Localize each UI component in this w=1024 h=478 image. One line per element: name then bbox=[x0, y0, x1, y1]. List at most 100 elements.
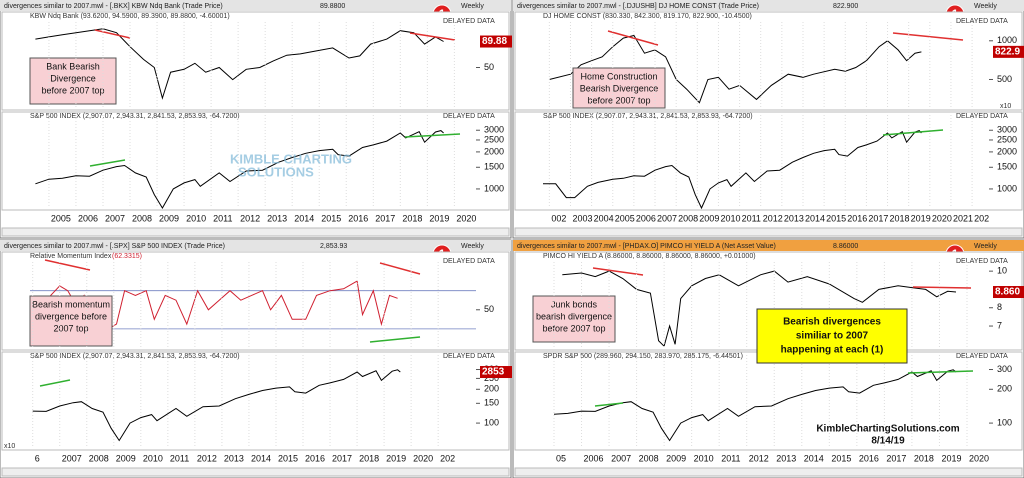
x-tick-label: 2011 bbox=[742, 213, 761, 223]
x-tick-label: 2005 bbox=[615, 213, 635, 223]
x-tick-label: 2008 bbox=[132, 213, 152, 223]
delayed-label: DELAYED DATA bbox=[443, 258, 495, 265]
pane-header: KBW Ndq Bank (93.6200, 94.5900, 89.3900,… bbox=[30, 13, 230, 20]
scroll-bar bbox=[1, 467, 510, 477]
price-line bbox=[543, 130, 922, 210]
x-tick-label: 2018 bbox=[402, 213, 422, 223]
pane bbox=[1, 111, 510, 211]
x-tick-label: 2011 bbox=[170, 453, 189, 463]
divergence-line bbox=[39, 379, 71, 387]
y-tick-label: 1500 bbox=[484, 162, 504, 172]
annotation-text: Home Construction bbox=[580, 71, 657, 81]
price-line bbox=[35, 130, 444, 209]
price-line bbox=[549, 34, 922, 104]
title-bar bbox=[0, 240, 511, 251]
x-tick-label: 2014 bbox=[804, 453, 824, 463]
last-price-label: 8.860 bbox=[995, 287, 1020, 298]
annotation-text: 2007 top bbox=[53, 323, 88, 333]
x-tick-label: 2019 bbox=[386, 453, 406, 463]
divergence-line bbox=[592, 267, 644, 276]
x-tick-label: 2009 bbox=[159, 213, 179, 223]
callout-text: happening at each (1) bbox=[781, 345, 884, 356]
x-tick-label: 2005 bbox=[51, 213, 71, 223]
callout-box bbox=[756, 308, 908, 364]
callout-text: Bearish divergences bbox=[783, 317, 881, 328]
divergence-line bbox=[892, 32, 964, 41]
y-tick-label: 10 bbox=[997, 266, 1007, 276]
x-tick-label: 2008 bbox=[89, 453, 109, 463]
x-tick-label: 2018 bbox=[359, 453, 379, 463]
y-tick-label: 1000 bbox=[997, 183, 1017, 193]
title-bar bbox=[513, 240, 1024, 251]
x-tick-label: 2017 bbox=[886, 453, 906, 463]
window-title: divergences similar to 2007.mwl - [PHDAX… bbox=[517, 243, 776, 250]
x-tick-label: 202 bbox=[974, 213, 989, 223]
x-tick-label: 2009 bbox=[116, 453, 136, 463]
x-tick-label: 2014 bbox=[251, 453, 271, 463]
y-tick-label: 100 bbox=[997, 417, 1012, 427]
annotation-text: Junk bonds bbox=[551, 299, 598, 309]
y-tick-label: 3000 bbox=[484, 125, 504, 135]
x-tick-label: 2014 bbox=[294, 213, 314, 223]
last-price-box bbox=[480, 366, 512, 379]
delayed-label: DELAYED DATA bbox=[443, 18, 495, 25]
x-tick-label: 2010 bbox=[694, 453, 714, 463]
x-tick-label: 2017 bbox=[868, 213, 888, 223]
x-tick-label: 6 bbox=[35, 453, 40, 463]
window-interval: Weekly bbox=[461, 3, 484, 10]
last-price-box bbox=[480, 35, 512, 48]
window-title: divergences similar to 2007.mwl - [.DJUS… bbox=[517, 3, 759, 10]
window-price: 2,853.93 bbox=[320, 243, 347, 250]
divergence-line bbox=[907, 370, 974, 374]
x-tick-label: 2015 bbox=[826, 213, 846, 223]
divergence-line bbox=[594, 402, 624, 407]
x-tick-label: 2015 bbox=[321, 213, 341, 223]
price-line bbox=[562, 270, 957, 348]
divergence-line bbox=[409, 32, 456, 41]
x-tick-label: 2016 bbox=[859, 453, 879, 463]
x-tick-label: 2013 bbox=[776, 453, 796, 463]
annotation-text: before 2007 top bbox=[587, 95, 650, 105]
chart-window: divergences similar to 2007.mwl - [.SPX]… bbox=[0, 239, 512, 478]
annotation-text: Divergence bbox=[50, 73, 96, 83]
x-tick-label: 2017 bbox=[332, 453, 352, 463]
footer-text: 8/14/19 bbox=[871, 436, 905, 447]
pane-header: SPDR S&P 500 (289.960, 294.150, 283.970,… bbox=[543, 353, 743, 360]
divergence-line bbox=[379, 262, 421, 275]
y-tick-label: 100 bbox=[484, 417, 499, 427]
last-price-label: 2853 bbox=[482, 367, 505, 378]
y-tick-label: 1500 bbox=[997, 162, 1017, 172]
x-tick-label: 2012 bbox=[749, 453, 769, 463]
x-tick-label: 2010 bbox=[143, 453, 163, 463]
title-bar bbox=[0, 0, 511, 11]
footer-text: KimbleChartingSolutions.com bbox=[816, 424, 959, 435]
watermark: KIMBLE CHARTING bbox=[230, 151, 352, 166]
x-tick-label: 2011 bbox=[213, 213, 232, 223]
annotation-text: Bearish momentum bbox=[32, 299, 110, 309]
x-tick-label: 05 bbox=[556, 453, 566, 463]
x-tick-label: 2012 bbox=[197, 453, 217, 463]
x-tick-label: 2016 bbox=[847, 213, 867, 223]
annotation-text: before 2007 top bbox=[41, 85, 104, 95]
x-tick-label: 2019 bbox=[429, 213, 449, 223]
multiplier: x10 bbox=[1000, 103, 1011, 110]
x-tick-label: 2020 bbox=[969, 453, 989, 463]
x-tick-label: 2016 bbox=[305, 453, 325, 463]
y-tick-label: 50 bbox=[484, 304, 494, 314]
x-tick-label: 2015 bbox=[278, 453, 298, 463]
annotation-box bbox=[29, 57, 117, 105]
callout-text: similiar to 2007 bbox=[796, 331, 869, 342]
divergence-line bbox=[44, 259, 91, 271]
y-tick-label: 3000 bbox=[997, 125, 1017, 135]
window-interval: Weekly bbox=[974, 243, 997, 250]
x-tick-label: 2013 bbox=[784, 213, 804, 223]
x-tick-label: 202 bbox=[440, 453, 455, 463]
x-tick-label: 2010 bbox=[720, 213, 740, 223]
x-tick-label: 2007 bbox=[611, 453, 631, 463]
x-tick-label: 2006 bbox=[584, 453, 604, 463]
annotation-text: Bank Bearish bbox=[46, 61, 100, 71]
pane-header: S&P 500 INDEX (2,907.07, 2,943.31, 2,841… bbox=[30, 113, 240, 120]
annotation-text: divergence before bbox=[35, 311, 107, 321]
divergence-line bbox=[89, 159, 126, 167]
